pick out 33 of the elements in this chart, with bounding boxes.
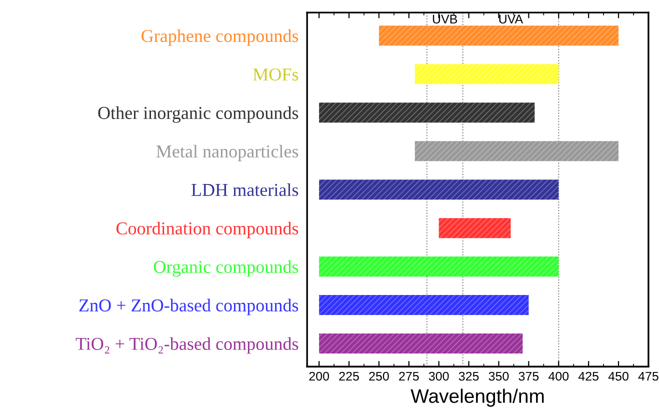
y-tick-label: TiO₂ + TiO₂-based compounds (76, 337, 298, 354)
y-tick-label: ZnO + ZnO-based compounds (79, 298, 298, 316)
bar (319, 180, 559, 200)
x-tick-label: 400 (548, 372, 569, 381)
x-tick-label: 250 (369, 372, 389, 381)
y-tick-label: Graphene compounds (142, 29, 298, 46)
bar (414, 64, 559, 84)
y-tick-label: MOFs (253, 68, 298, 81)
y-tick-label: Metal nanoparticles (156, 144, 298, 162)
annotation: UVB (432, 14, 458, 24)
x-tick-label: 225 (339, 372, 359, 381)
x-tick-label: 375 (518, 372, 539, 381)
x-tick-label: 275 (399, 372, 419, 381)
bar (319, 334, 523, 354)
x-tick-label: 200 (309, 372, 330, 381)
bar (319, 102, 535, 123)
y-tick-label: LDH materials (191, 183, 298, 196)
x-tick-label: 300 (428, 372, 449, 381)
x-tick-label: 475 (638, 372, 658, 381)
annotation: UVA (499, 14, 524, 24)
x-tick-label: 350 (488, 372, 509, 381)
y-tick-label: Organic compounds (154, 260, 298, 277)
y-tick-label: Other inorganic compounds (98, 106, 298, 123)
bar (438, 218, 511, 238)
bar (378, 26, 619, 46)
x-axis-title: Wavelength/nm (410, 388, 544, 407)
bar (414, 141, 619, 162)
x-tick-label: 450 (608, 372, 628, 381)
x-tick-label: 425 (578, 372, 598, 381)
bar (319, 295, 529, 316)
x-tick-label: 325 (458, 372, 479, 381)
y-tick-label: Coordination compounds (116, 222, 298, 238)
bar (319, 256, 559, 277)
